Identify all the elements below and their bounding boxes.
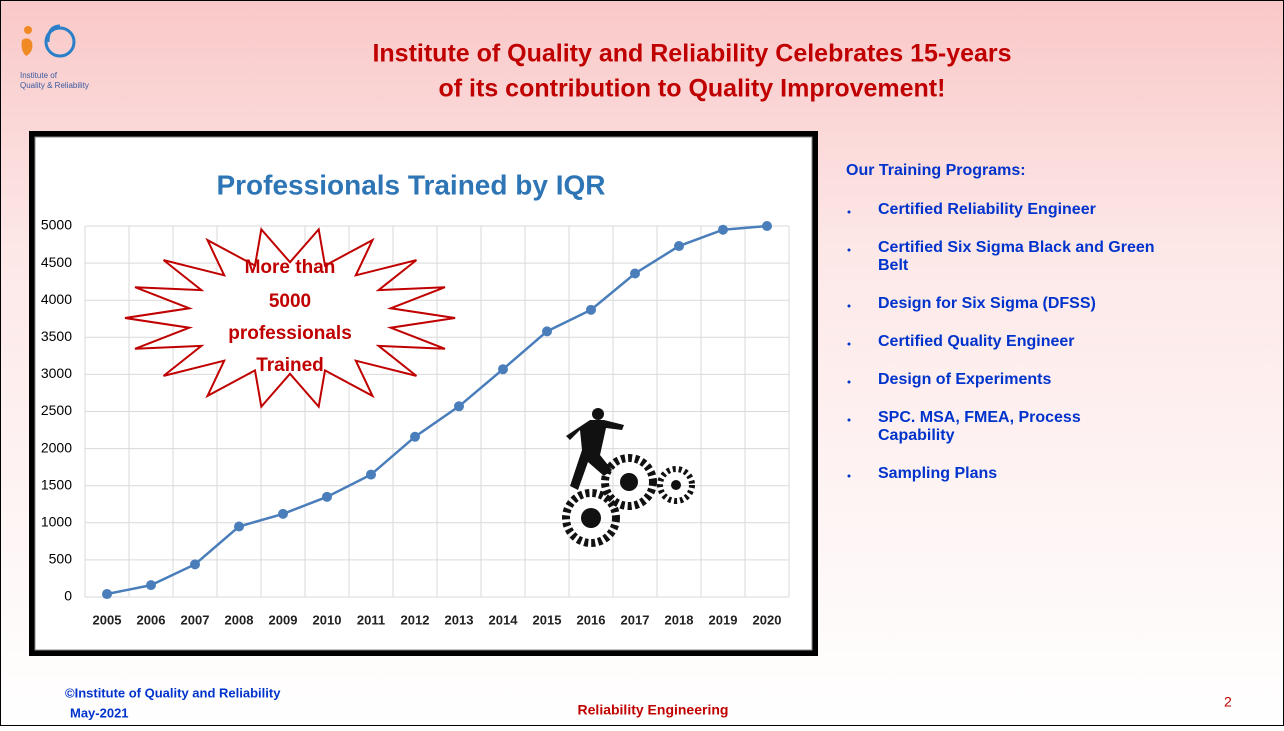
program-item: Certified Reliability Engineer bbox=[878, 201, 1096, 218]
y-tick-label: 1500 bbox=[41, 476, 72, 492]
callout-burst bbox=[124, 227, 456, 409]
callout-text: 5000 bbox=[269, 291, 311, 312]
x-tick-label: 2007 bbox=[181, 612, 210, 627]
x-tick-label: 2010 bbox=[313, 612, 342, 627]
data-point bbox=[278, 508, 288, 519]
chart-area bbox=[34, 136, 813, 651]
data-point bbox=[674, 241, 684, 252]
logo-icon bbox=[24, 26, 32, 34]
logo-icon bbox=[46, 24, 61, 43]
logo-icon bbox=[21, 38, 33, 56]
x-tick-label: 2005 bbox=[93, 612, 122, 627]
data-point bbox=[498, 364, 508, 375]
program-item: Certified Six Sigma Black and Green bbox=[878, 239, 1155, 256]
x-tick-label: 2020 bbox=[753, 612, 782, 627]
x-tick-label: 2011 bbox=[357, 612, 385, 627]
programs-list: Certified Reliability Engineer Certified … bbox=[847, 201, 1155, 482]
callout-text: More than bbox=[245, 257, 336, 278]
data-point bbox=[366, 469, 376, 480]
footer-center: Reliability Engineering bbox=[578, 702, 729, 718]
program-item: Certified Quality Engineer bbox=[878, 333, 1074, 350]
logo-icon bbox=[44, 26, 76, 58]
x-tick-label: 2014 bbox=[489, 612, 519, 627]
data-point bbox=[410, 431, 420, 442]
y-tick-label: 0 bbox=[64, 588, 72, 604]
data-point bbox=[234, 521, 244, 532]
bullet bbox=[847, 380, 851, 384]
x-tick-label: 2006 bbox=[137, 612, 166, 627]
bullet bbox=[847, 474, 851, 478]
x-tick-label: 2017 bbox=[621, 612, 650, 627]
programs-heading: Our Training Programs: bbox=[846, 162, 1026, 179]
logo-text: Quality & Reliability bbox=[20, 81, 89, 90]
program-item: SPC. MSA, FMEA, Process bbox=[878, 409, 1081, 426]
y-tick-label: 5000 bbox=[41, 217, 72, 233]
header-title: of its contribution to Quality Improveme… bbox=[439, 75, 946, 103]
data-point bbox=[454, 401, 464, 412]
y-tick-label: 3000 bbox=[41, 365, 72, 381]
bullet bbox=[847, 418, 851, 422]
data-point bbox=[762, 221, 772, 231]
runner-gears-illustration bbox=[562, 408, 695, 547]
bullet bbox=[847, 248, 851, 252]
y-tick-label: 2000 bbox=[41, 439, 72, 455]
program-item: Design of Experiments bbox=[878, 371, 1051, 388]
footer-copyright: ©Institute of Quality and Reliability bbox=[65, 685, 281, 700]
data-point bbox=[102, 589, 112, 600]
program-item: Sampling Plans bbox=[878, 465, 997, 482]
y-tick-label: 4500 bbox=[41, 254, 72, 270]
chart-title: Professionals Trained by IQR bbox=[216, 169, 605, 200]
x-tick-label: 2012 bbox=[401, 612, 430, 627]
x-tick-label: 2016 bbox=[577, 612, 606, 627]
x-tick-label: 2019 bbox=[709, 612, 738, 627]
x-tick-label: 2013 bbox=[445, 612, 474, 627]
callout-text: Trained bbox=[256, 355, 324, 376]
data-point bbox=[146, 580, 156, 591]
program-item: Belt bbox=[878, 257, 909, 274]
series-line bbox=[106, 224, 768, 596]
bullet bbox=[847, 210, 851, 214]
page-number: 2 bbox=[1224, 694, 1232, 710]
y-tick-label: 500 bbox=[49, 551, 73, 567]
x-tick-label: 2009 bbox=[269, 612, 298, 627]
x-tick-label: 2015 bbox=[533, 612, 562, 627]
bullet bbox=[847, 342, 851, 346]
data-point bbox=[630, 268, 640, 279]
data-point bbox=[718, 224, 728, 235]
y-tick-label: 4000 bbox=[41, 291, 72, 307]
data-point bbox=[190, 559, 200, 570]
y-tick-label: 1000 bbox=[41, 514, 72, 530]
plot: 0 500 1000 1500 2000 2500 3000 3500 4000 4500 5000… bbox=[41, 217, 790, 627]
footer-date: May-2021 bbox=[70, 705, 129, 720]
bullet bbox=[847, 304, 851, 308]
program-item: Design for Six Sigma (DFSS) bbox=[878, 295, 1096, 312]
y-tick-label: 3500 bbox=[41, 328, 72, 344]
data-point bbox=[542, 326, 552, 337]
callout-text: professionals bbox=[228, 323, 352, 344]
logo-text: Institute of bbox=[20, 71, 58, 80]
program-item: Capability bbox=[878, 427, 955, 444]
data-point bbox=[322, 491, 332, 502]
x-tick-label: 2008 bbox=[225, 612, 254, 627]
data-point bbox=[586, 304, 596, 315]
header-title: Institute of Quality and Reliability Cel… bbox=[372, 40, 1011, 68]
y-tick-label: 2500 bbox=[41, 402, 72, 418]
x-tick-label: 2018 bbox=[665, 612, 694, 627]
